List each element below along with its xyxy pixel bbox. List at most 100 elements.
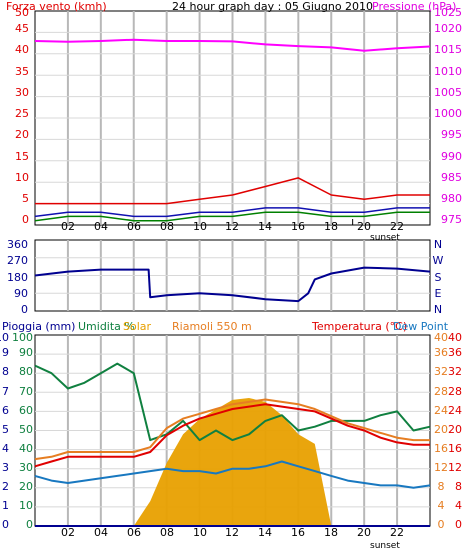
wind-tick: 50 <box>15 6 29 19</box>
panel-1-series <box>34 38 431 225</box>
compass-tick: W <box>433 254 444 267</box>
humidity-tick: 30 <box>19 461 33 474</box>
chart-title: 24 hour graph day : 05 Giugno 2010 <box>172 0 373 13</box>
pressure-tick: 980 <box>441 192 462 205</box>
pressure-tick: 990 <box>441 150 462 163</box>
direction-degree-ticks: 0 90 180 270 360 <box>7 238 28 316</box>
wind-tick: 10 <box>15 171 29 184</box>
rain-tick: 10 <box>0 331 9 344</box>
direction-tick: 180 <box>7 271 28 284</box>
pressure-axis-ticks: 975 980 985 990 995 1000 1005 1010 1015 … <box>434 6 462 226</box>
temperature-axis-ticks-b: 0 4 8 12 16 20 24 28 32 36 40 <box>448 331 462 531</box>
temperature-line <box>34 403 430 468</box>
pressure-line <box>34 38 431 52</box>
direction-compass-ticks: N E S W N <box>433 238 444 316</box>
temp-tick-b: 12 <box>448 461 462 474</box>
rain-axis-ticks: 0 1 2 3 4 5 6 7 8 9 10 <box>0 331 9 531</box>
wind-tick: 45 <box>15 22 29 35</box>
humidity-tick: 100 <box>12 331 33 344</box>
x-tick: 08 <box>160 526 174 539</box>
pressure-tick: 1005 <box>434 86 462 99</box>
panel-2-series <box>34 266 431 303</box>
humidity-tick: 50 <box>19 423 33 436</box>
sunset-label: sunset <box>370 233 400 243</box>
pressure-tick: 1015 <box>434 43 462 56</box>
rain-tick: 1 <box>2 499 9 512</box>
temp-tick-b: 24 <box>448 404 462 417</box>
compass-tick: N <box>434 303 442 316</box>
panel-1-grid <box>35 11 430 225</box>
rain-tick: 0 <box>2 518 9 531</box>
x-tick: 18 <box>324 526 338 539</box>
wind-tick: 40 <box>15 43 29 56</box>
rain-tick: 2 <box>2 480 9 493</box>
temp-tick-a: 0 <box>438 518 445 531</box>
temp-tick-b: 36 <box>448 346 462 359</box>
wind-direction-panel: 0 90 180 270 360 N E S W N <box>7 238 444 316</box>
wind-direction-line <box>34 266 431 303</box>
x-tick: 08 <box>160 220 174 233</box>
wind-tick: 5 <box>22 192 29 205</box>
dewpoint-line <box>34 460 431 489</box>
wind-tick: 30 <box>15 86 29 99</box>
panel-2-grid <box>35 240 430 311</box>
temp-tick-a: 8 <box>438 480 445 493</box>
temp-tick-a: 12 <box>434 461 448 474</box>
temp-tick-b: 0 <box>455 518 462 531</box>
wind-line <box>35 177 430 205</box>
x-tick: 04 <box>94 526 108 539</box>
humidity-tick: 90 <box>19 346 33 359</box>
humidity-tick: 60 <box>19 404 33 417</box>
temperature-axis-ticks-a: 0 4 8 12 16 20 24 28 32 36 40 <box>434 331 448 531</box>
humidity-tick: 20 <box>19 480 33 493</box>
temp-tick-b: 28 <box>448 385 462 398</box>
pressure-tick: 1010 <box>434 65 462 78</box>
temp-tick-a: 36 <box>434 346 448 359</box>
rain-axis-title: Pioggia (mm) <box>2 320 75 333</box>
x-tick: 02 <box>61 526 75 539</box>
temperature-panel: Pioggia (mm) Umidita % Solar Riamoli 550… <box>0 320 462 551</box>
dewpoint-axis-title: Dew Point <box>393 320 449 333</box>
temp-tick-a: 32 <box>434 365 448 378</box>
direction-tick: 360 <box>7 238 28 251</box>
x-tick: 22 <box>390 526 404 539</box>
x-tick: 20 <box>357 220 371 233</box>
x-tick: 10 <box>193 220 207 233</box>
temperature-axis-title: Temperatura (°C) <box>311 320 407 333</box>
x-tick: 22 <box>390 220 404 233</box>
x-tick: 14 <box>258 526 272 539</box>
solar-area <box>35 398 430 526</box>
solar-axis-title: Solar <box>123 320 152 333</box>
humidity-axis-ticks: 0 10 20 30 40 50 60 70 80 90 100 <box>12 331 33 531</box>
sunset-label: sunset <box>370 541 400 551</box>
wind-line <box>34 211 430 222</box>
pressure-tick: 1020 <box>434 22 462 35</box>
pressure-tick: 975 <box>441 213 462 226</box>
rianoli-temperature-line <box>34 398 430 461</box>
panel-1-x-ticks: 02 04 06 08 10 12 14 16 18 20 22 <box>61 220 404 233</box>
direction-tick: 0 <box>21 303 28 316</box>
wind-pressure-panel: Forza vento (kmh) 24 hour graph day : 05… <box>6 0 462 243</box>
humidity-tick: 40 <box>19 442 33 455</box>
x-tick: 02 <box>61 220 75 233</box>
direction-tick: 270 <box>7 254 28 267</box>
x-tick: 16 <box>291 526 305 539</box>
wind-line <box>34 207 430 218</box>
temp-tick-a: 16 <box>434 442 448 455</box>
direction-tick: 90 <box>14 287 28 300</box>
rain-tick: 5 <box>2 423 9 436</box>
panel-3-series <box>34 362 431 527</box>
temp-tick-b: 20 <box>448 423 462 436</box>
x-tick: 06 <box>127 220 141 233</box>
panel-3-x-ticks: 02 04 06 08 10 12 14 16 18 20 22 <box>61 526 404 539</box>
wind-tick: 35 <box>15 65 29 78</box>
x-tick: 16 <box>291 220 305 233</box>
temp-tick-a: 40 <box>434 331 448 344</box>
humidity-line <box>34 362 431 442</box>
temp-tick-b: 4 <box>455 499 462 512</box>
compass-tick: S <box>435 271 442 284</box>
wind-tick: 0 <box>22 213 29 226</box>
compass-tick: E <box>435 287 442 300</box>
